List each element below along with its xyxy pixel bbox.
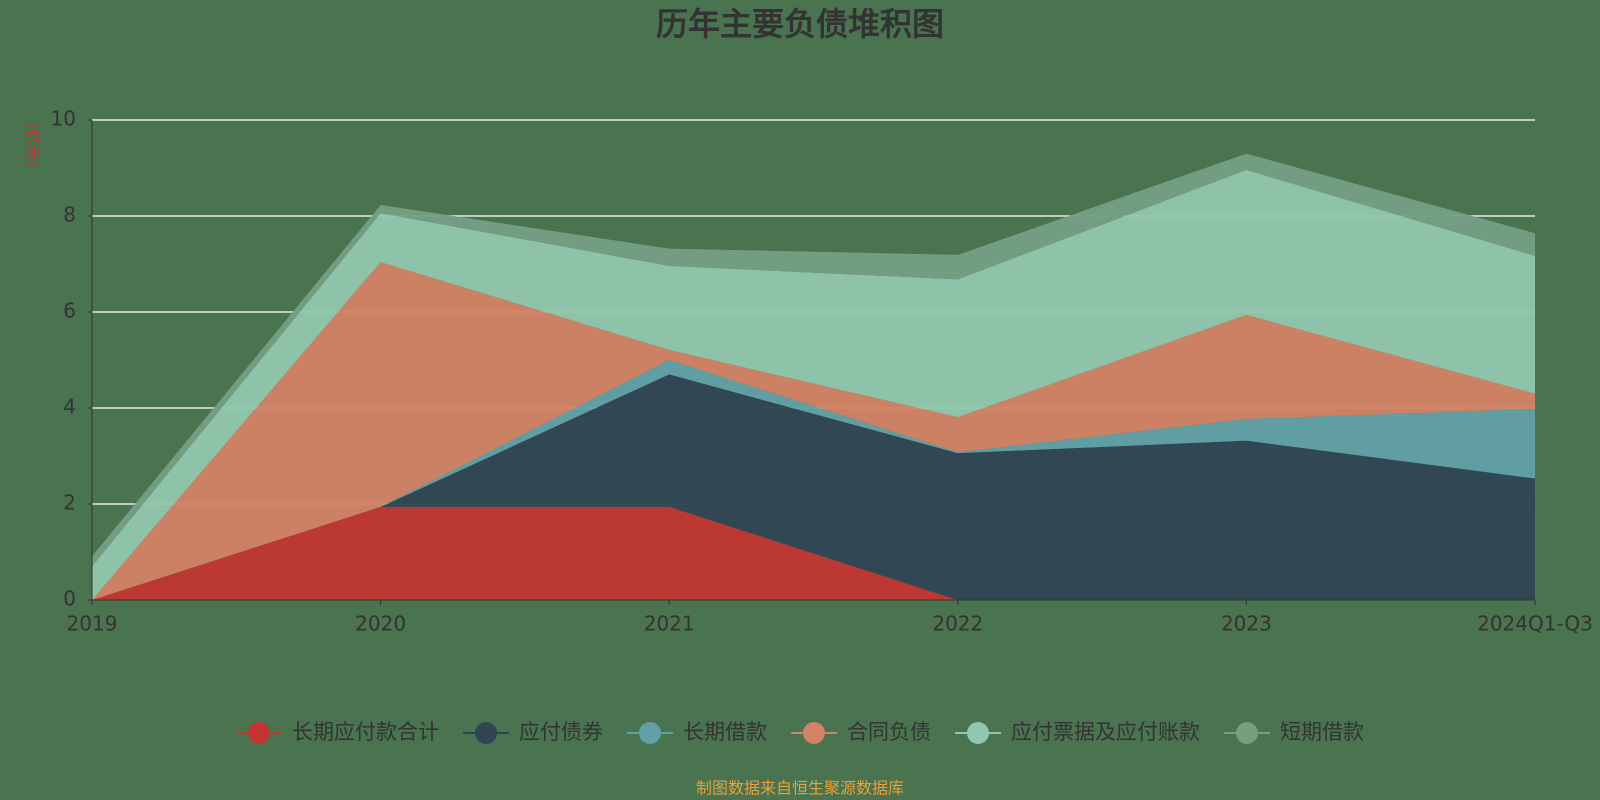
- legend-label: 长期应付款合计: [292, 720, 439, 744]
- legend-marker: [475, 722, 497, 744]
- legend-item: 合同负债: [791, 720, 931, 744]
- y-tick-label: 2: [63, 491, 76, 515]
- legend: 长期应付款合计 应付债券 长期借款 合同负债 应付票据及应付账款 短期借款: [236, 720, 1364, 744]
- x-tick-label: 2021: [644, 612, 695, 636]
- legend-item: 应付债券: [463, 720, 603, 744]
- legend-label: 应付债券: [519, 720, 603, 744]
- y-tick-label: 6: [63, 299, 76, 323]
- source-note: 制图数据来自恒生聚源数据库: [696, 779, 904, 798]
- x-tick-label: 2023: [1221, 612, 1272, 636]
- area: [92, 153, 1535, 567]
- y-tick-label: 0: [63, 587, 76, 611]
- chart-title: 历年主要负债堆积图: [656, 5, 944, 43]
- legend-label: 合同负债: [847, 720, 931, 744]
- legend-marker: [803, 722, 825, 744]
- area: [92, 360, 1535, 600]
- x-tick-label: 2019: [67, 612, 118, 636]
- legend-label: 短期借款: [1280, 720, 1364, 744]
- legend-item: 长期应付款合计: [236, 720, 439, 744]
- y-axis-label: (亿元): [24, 123, 43, 168]
- area: [92, 374, 1535, 600]
- legend-marker: [248, 722, 270, 744]
- x-tick-label: 2020: [355, 612, 406, 636]
- legend-item: 长期借款: [627, 720, 767, 744]
- y-tick-label: 4: [63, 395, 76, 419]
- legend-marker: [1236, 722, 1258, 744]
- x-tick-label: 2022: [932, 612, 983, 636]
- x-tick-label: 2024Q1-Q3: [1477, 612, 1593, 636]
- legend-item: 应付票据及应付账款: [955, 720, 1200, 744]
- area: [92, 169, 1535, 601]
- y-tick-label: 10: [51, 107, 76, 131]
- legend-item: 短期借款: [1224, 720, 1364, 744]
- legend-marker: [967, 722, 989, 744]
- plot-area: [92, 119, 1535, 601]
- legend-label: 应付票据及应付账款: [1011, 720, 1200, 744]
- legend-label: 长期借款: [683, 720, 767, 744]
- legend-marker: [639, 722, 661, 744]
- y-tick-label: 8: [63, 203, 76, 227]
- area: [92, 262, 1535, 600]
